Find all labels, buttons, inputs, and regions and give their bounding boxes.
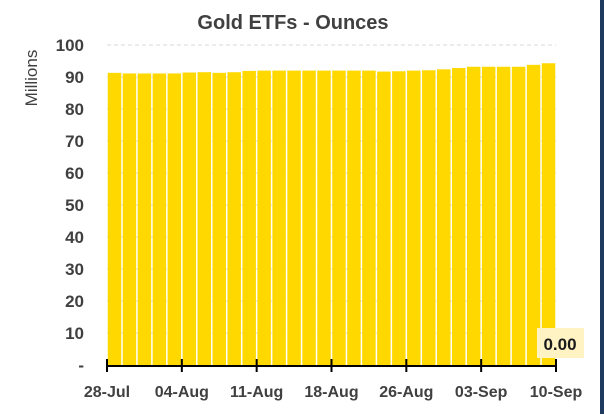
y-tick-label: 10 [65, 324, 84, 343]
y-tick-label: 50 [65, 196, 84, 215]
bar [302, 70, 316, 365]
x-tick-label: 04-Aug [155, 384, 209, 401]
bar [466, 66, 481, 365]
bars-group [107, 63, 556, 366]
bar [182, 72, 197, 366]
bar [496, 66, 511, 365]
bar [451, 68, 466, 365]
y-tick-label: 20 [65, 292, 84, 311]
bar [227, 72, 241, 365]
bar [392, 71, 406, 366]
bar [347, 70, 361, 365]
bar [332, 70, 346, 365]
y-tick-label: - [78, 356, 84, 375]
bar [422, 70, 436, 365]
y-tick-labels: - 10 20 30 40 50 60 70 80 90 100 [56, 36, 84, 375]
bar [287, 70, 301, 365]
bar [377, 71, 391, 365]
x-tick-label: 11-Aug [230, 384, 283, 401]
gridlines [107, 44, 556, 334]
x-tick-label: 18-Aug [304, 384, 358, 401]
x-tick-label: 03-Sep [455, 384, 508, 401]
y-tick-label: 90 [65, 68, 84, 87]
y-tick-label: 100 [56, 36, 84, 55]
last-value-label-box [537, 328, 584, 358]
y-tick-label: 60 [65, 164, 84, 183]
y-tick-label: 30 [65, 260, 84, 279]
y-tick-label: 70 [65, 132, 84, 151]
bar [272, 70, 286, 365]
last-value-label-group: 0.00 [537, 328, 584, 358]
x-tick-label: 10-Sep [530, 384, 583, 401]
bar [407, 70, 421, 365]
bar [257, 70, 271, 365]
bar [152, 73, 167, 365]
bar [362, 70, 376, 365]
bar [511, 66, 526, 365]
bar [541, 63, 556, 366]
bar [197, 72, 212, 365]
x-tick-label: 26-Aug [379, 384, 433, 401]
bar [107, 72, 122, 365]
bar [212, 72, 226, 365]
x-tick-label: 28-Jul [84, 384, 130, 401]
y-tick-label: 40 [65, 228, 84, 247]
last-value-label: 0.00 [543, 335, 576, 354]
bar [137, 73, 152, 365]
y-axis-label: Millions [22, 50, 41, 107]
bar [481, 66, 496, 365]
chart-title: Gold ETFs - Ounces [197, 12, 388, 34]
x-axis: 28-Jul 04-Aug 11-Aug 18-Aug 26-Aug 03-Sep 10-S… [84, 359, 583, 401]
bar [122, 73, 137, 365]
bar [317, 70, 331, 365]
bar [242, 70, 256, 366]
bar [167, 73, 182, 365]
y-tick-label: 80 [65, 100, 84, 119]
bar [437, 69, 451, 365]
frame-border [600, 0, 604, 414]
bar [526, 64, 541, 365]
